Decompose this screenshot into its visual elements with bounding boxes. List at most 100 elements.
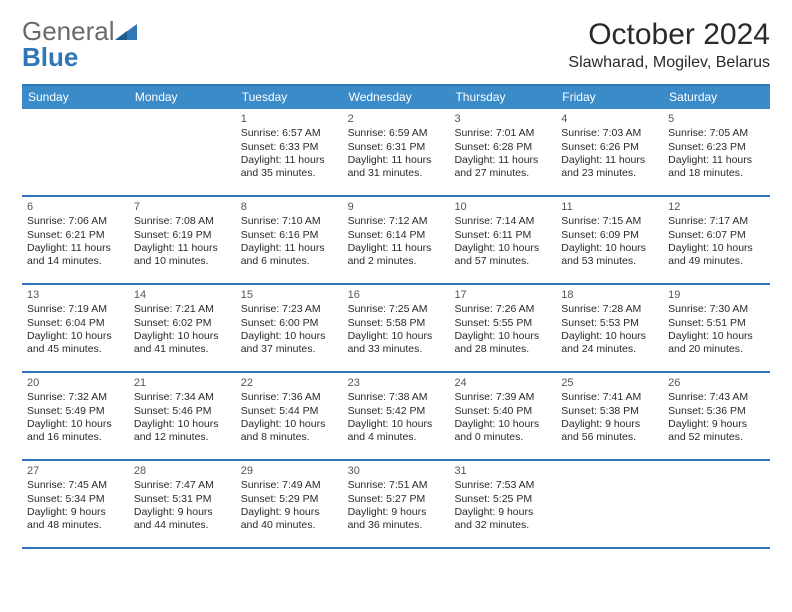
day-sunrise: Sunrise: 7:53 AM [454,479,551,492]
day-daylight: Daylight: 11 hours and 14 minutes. [27,242,124,269]
day-daylight: Daylight: 10 hours and 4 minutes. [348,418,445,445]
day-number: 31 [454,464,551,478]
day-number: 9 [348,200,445,214]
weekday-header: Friday [556,86,663,109]
day-cell: 23Sunrise: 7:38 AMSunset: 5:42 PMDayligh… [343,373,450,459]
day-sunrise: Sunrise: 6:57 AM [241,127,338,140]
weekday-header-row: SundayMondayTuesdayWednesdayThursdayFrid… [22,86,770,109]
day-daylight: Daylight: 11 hours and 35 minutes. [241,154,338,181]
day-cell: 25Sunrise: 7:41 AMSunset: 5:38 PMDayligh… [556,373,663,459]
day-sunset: Sunset: 5:25 PM [454,493,551,506]
day-cell: 4Sunrise: 7:03 AMSunset: 6:26 PMDaylight… [556,109,663,195]
title-block: October 2024 Slawharad, Mogilev, Belarus [568,18,770,72]
day-number: 8 [241,200,338,214]
day-number: 20 [27,376,124,390]
day-sunrise: Sunrise: 7:06 AM [27,215,124,228]
weekday-header: Saturday [663,86,770,109]
day-cell: 19Sunrise: 7:30 AMSunset: 5:51 PMDayligh… [663,285,770,371]
day-sunset: Sunset: 6:19 PM [134,229,231,242]
day-sunrise: Sunrise: 7:51 AM [348,479,445,492]
day-number: 11 [561,200,658,214]
day-cell: 14Sunrise: 7:21 AMSunset: 6:02 PMDayligh… [129,285,236,371]
day-sunrise: Sunrise: 7:30 AM [668,303,765,316]
day-daylight: Daylight: 10 hours and 28 minutes. [454,330,551,357]
day-sunrise: Sunrise: 7:19 AM [27,303,124,316]
day-cell: 3Sunrise: 7:01 AMSunset: 6:28 PMDaylight… [449,109,556,195]
day-number: 28 [134,464,231,478]
day-number: 13 [27,288,124,302]
day-sunrise: Sunrise: 7:14 AM [454,215,551,228]
day-cell: . [556,461,663,547]
day-sunrise: Sunrise: 7:25 AM [348,303,445,316]
day-sunset: Sunset: 6:00 PM [241,317,338,330]
day-cell: 18Sunrise: 7:28 AMSunset: 5:53 PMDayligh… [556,285,663,371]
day-number: 2 [348,112,445,126]
day-sunset: Sunset: 6:07 PM [668,229,765,242]
weekday-header: Tuesday [236,86,343,109]
day-sunrise: Sunrise: 7:43 AM [668,391,765,404]
week-row: 20Sunrise: 7:32 AMSunset: 5:49 PMDayligh… [22,373,770,461]
day-cell: 2Sunrise: 6:59 AMSunset: 6:31 PMDaylight… [343,109,450,195]
day-daylight: Daylight: 10 hours and 0 minutes. [454,418,551,445]
day-sunrise: Sunrise: 7:39 AM [454,391,551,404]
day-daylight: Daylight: 9 hours and 36 minutes. [348,506,445,533]
day-daylight: Daylight: 9 hours and 56 minutes. [561,418,658,445]
day-number: 15 [241,288,338,302]
day-sunrise: Sunrise: 7:03 AM [561,127,658,140]
day-sunrise: Sunrise: 7:36 AM [241,391,338,404]
day-sunset: Sunset: 5:46 PM [134,405,231,418]
page-header: General Blue October 2024 Slawharad, Mog… [22,18,770,72]
day-number: 24 [454,376,551,390]
day-cell: 20Sunrise: 7:32 AMSunset: 5:49 PMDayligh… [22,373,129,459]
week-row: ..1Sunrise: 6:57 AMSunset: 6:33 PMDaylig… [22,109,770,197]
day-number: 14 [134,288,231,302]
day-sunrise: Sunrise: 7:28 AM [561,303,658,316]
day-number: 21 [134,376,231,390]
day-daylight: Daylight: 10 hours and 41 minutes. [134,330,231,357]
day-daylight: Daylight: 10 hours and 24 minutes. [561,330,658,357]
day-sunrise: Sunrise: 7:41 AM [561,391,658,404]
calendar: SundayMondayTuesdayWednesdayThursdayFrid… [22,84,770,549]
day-daylight: Daylight: 11 hours and 10 minutes. [134,242,231,269]
day-sunset: Sunset: 6:02 PM [134,317,231,330]
day-daylight: Daylight: 10 hours and 45 minutes. [27,330,124,357]
day-sunset: Sunset: 6:16 PM [241,229,338,242]
day-number: 16 [348,288,445,302]
day-number: 7 [134,200,231,214]
day-number: 4 [561,112,658,126]
day-cell: 24Sunrise: 7:39 AMSunset: 5:40 PMDayligh… [449,373,556,459]
day-number: 22 [241,376,338,390]
day-sunset: Sunset: 5:38 PM [561,405,658,418]
day-cell: 21Sunrise: 7:34 AMSunset: 5:46 PMDayligh… [129,373,236,459]
day-cell: 16Sunrise: 7:25 AMSunset: 5:58 PMDayligh… [343,285,450,371]
day-cell: 5Sunrise: 7:05 AMSunset: 6:23 PMDaylight… [663,109,770,195]
day-daylight: Daylight: 10 hours and 20 minutes. [668,330,765,357]
logo-text-blue: Blue [22,42,78,72]
day-sunset: Sunset: 5:34 PM [27,493,124,506]
day-sunset: Sunset: 5:29 PM [241,493,338,506]
week-row: 13Sunrise: 7:19 AMSunset: 6:04 PMDayligh… [22,285,770,373]
day-sunset: Sunset: 6:31 PM [348,141,445,154]
day-cell: 15Sunrise: 7:23 AMSunset: 6:00 PMDayligh… [236,285,343,371]
day-number: 1 [241,112,338,126]
day-cell: 13Sunrise: 7:19 AMSunset: 6:04 PMDayligh… [22,285,129,371]
day-daylight: Daylight: 11 hours and 23 minutes. [561,154,658,181]
day-cell: . [129,109,236,195]
day-sunset: Sunset: 5:31 PM [134,493,231,506]
day-daylight: Daylight: 10 hours and 37 minutes. [241,330,338,357]
day-cell: 10Sunrise: 7:14 AMSunset: 6:11 PMDayligh… [449,197,556,283]
day-sunset: Sunset: 5:49 PM [27,405,124,418]
day-sunset: Sunset: 5:55 PM [454,317,551,330]
day-daylight: Daylight: 11 hours and 27 minutes. [454,154,551,181]
day-daylight: Daylight: 10 hours and 33 minutes. [348,330,445,357]
weekday-header: Sunday [22,86,129,109]
day-daylight: Daylight: 10 hours and 8 minutes. [241,418,338,445]
day-cell: 30Sunrise: 7:51 AMSunset: 5:27 PMDayligh… [343,461,450,547]
day-sunrise: Sunrise: 7:10 AM [241,215,338,228]
day-sunset: Sunset: 6:33 PM [241,141,338,154]
week-row: 6Sunrise: 7:06 AMSunset: 6:21 PMDaylight… [22,197,770,285]
day-sunset: Sunset: 6:28 PM [454,141,551,154]
day-number: 3 [454,112,551,126]
day-number: 25 [561,376,658,390]
day-number: 17 [454,288,551,302]
